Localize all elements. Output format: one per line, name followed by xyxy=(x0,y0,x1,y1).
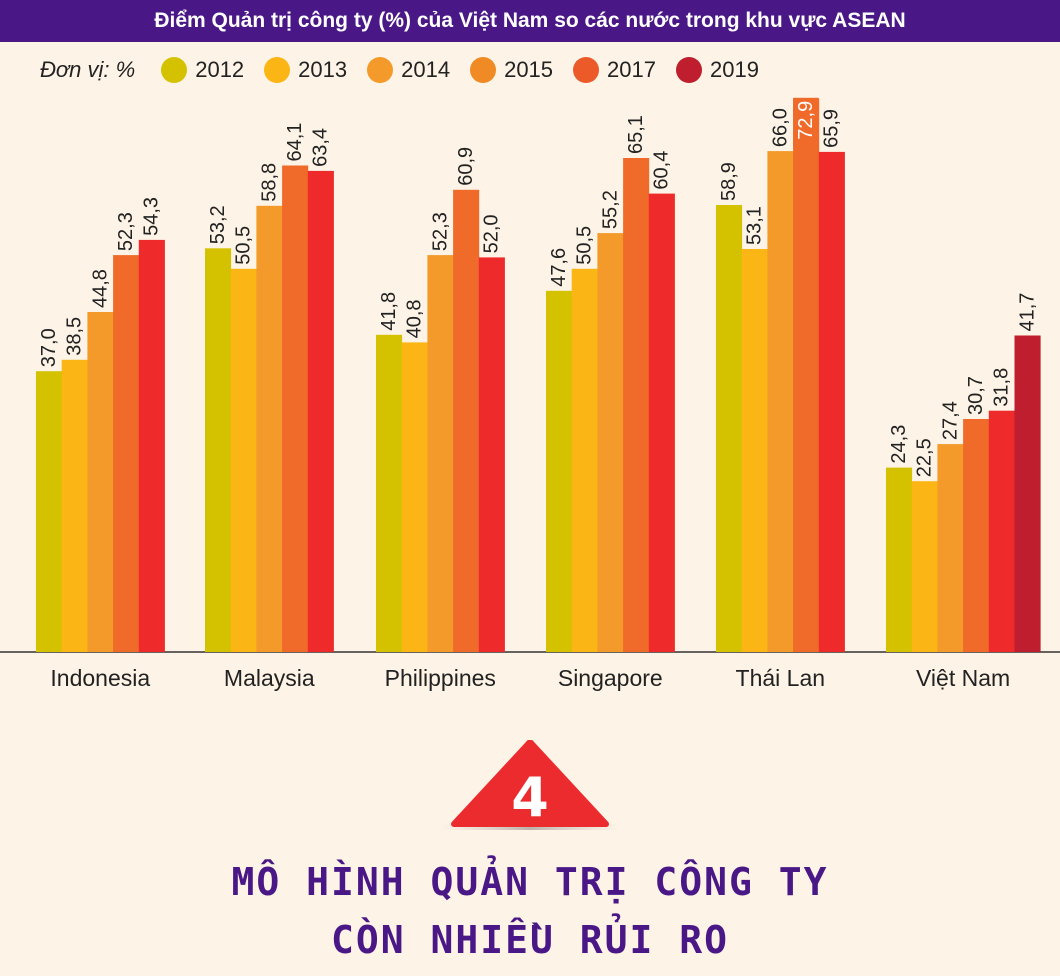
value-label-2017-4: 65,9 xyxy=(821,109,843,148)
value-label-2013-5: 22,5 xyxy=(914,438,936,477)
value-label-2012-0: 37,0 xyxy=(38,328,60,367)
legend-swatch xyxy=(161,57,188,83)
bar-2017-4 xyxy=(818,151,845,652)
legend-label: 2017 xyxy=(607,57,656,82)
unit-label: Đơn vị: % xyxy=(40,57,136,82)
bar-2013-1 xyxy=(230,268,257,652)
value-label-2017-3: 60,4 xyxy=(651,151,673,190)
bar-2017-5 xyxy=(988,410,1015,652)
bar-2015-5 xyxy=(963,419,990,652)
value-label-2017-0: 54,3 xyxy=(141,197,163,236)
bar-2015-1 xyxy=(282,165,309,652)
bar-2014-1 xyxy=(256,205,283,653)
value-label-2014-2: 52,3 xyxy=(429,212,451,251)
section-heading-line1: MÔ HÌNH QUẢN TRỊ CÔNG TY xyxy=(231,860,829,904)
bar-2012-0 xyxy=(36,371,63,652)
value-label-2014-0: 44,8 xyxy=(89,269,111,308)
legend-label: 2012 xyxy=(195,57,245,82)
legend-label: 2019 xyxy=(709,57,759,82)
legend-label: 2015 xyxy=(504,57,554,82)
bar-2012-2 xyxy=(376,334,403,652)
bar-2012-1 xyxy=(205,248,232,653)
value-label-2014-3: 55,2 xyxy=(599,190,621,229)
bar-2013-4 xyxy=(741,249,768,652)
bar-2019-5 xyxy=(1014,335,1041,652)
legend-label: 2013 xyxy=(298,57,348,82)
bar-2013-5 xyxy=(911,481,938,652)
category-label-1: Malaysia xyxy=(224,665,315,691)
value-label-2015-4: 72,9 xyxy=(795,101,817,140)
chart-title: Điểm Quản trị công ty (%) của Việt Nam s… xyxy=(154,9,906,32)
legend-item-2015: 2015 xyxy=(470,57,553,83)
value-label-2014-5: 27,4 xyxy=(939,401,961,440)
value-label-2013-2: 40,8 xyxy=(404,299,426,338)
legend-item-2013: 2013 xyxy=(264,57,347,83)
bar-2015-3 xyxy=(623,158,650,652)
bar-2014-4 xyxy=(767,151,794,652)
bar-2013-2 xyxy=(401,342,428,652)
value-label-2012-2: 41,8 xyxy=(378,292,400,331)
legend-item-2019: 2019 xyxy=(675,57,759,83)
legend-swatch xyxy=(367,57,394,83)
bar-2017-0 xyxy=(138,239,165,652)
bar-2012-5 xyxy=(886,467,913,652)
bar-2017-1 xyxy=(307,170,334,652)
bar-2012-3 xyxy=(546,290,573,652)
category-label-5: Việt Nam xyxy=(916,665,1010,691)
value-label-2019-5: 41,7 xyxy=(1016,293,1038,332)
bar-2015-0 xyxy=(113,255,140,652)
section-heading-line2: CÒN NHIỀU RỦI RO xyxy=(330,918,730,962)
legend-swatch xyxy=(675,57,702,83)
section-number: 4 xyxy=(511,766,549,829)
value-label-2013-4: 53,1 xyxy=(744,206,766,245)
bar-2017-2 xyxy=(478,257,505,652)
value-label-2012-1: 53,2 xyxy=(207,205,229,244)
category-label-4: Thái Lan xyxy=(736,665,826,691)
bar-2014-2 xyxy=(427,255,454,652)
title-bar: Điểm Quản trị công ty (%) của Việt Nam s… xyxy=(0,0,1060,42)
value-label-bg xyxy=(793,97,819,148)
legend-item-2017: 2017 xyxy=(573,57,656,83)
bar-2015-2 xyxy=(453,189,480,653)
bar-2015-4 xyxy=(793,98,820,653)
badge-triangle xyxy=(451,740,609,827)
value-label-2017-2: 52,0 xyxy=(481,214,503,253)
value-label-2013-0: 38,5 xyxy=(64,317,86,356)
value-label-2012-4: 58,9 xyxy=(718,162,740,201)
category-label-0: Indonesia xyxy=(50,665,150,691)
legend-swatch xyxy=(470,57,497,83)
bar-2017-3 xyxy=(648,193,675,652)
value-label-2015-5: 30,7 xyxy=(965,376,987,415)
bar-2014-5 xyxy=(937,444,964,652)
value-label-2013-1: 50,5 xyxy=(233,226,255,265)
category-label-3: Singapore xyxy=(558,665,663,691)
legend-item-2012: 2012 xyxy=(161,57,244,83)
legend-item-2014: 2014 xyxy=(367,57,450,83)
bar-chart: 37,0 38,544,852,3 54,3Indonesia53,250,558,… xyxy=(0,97,1060,691)
legend-swatch xyxy=(264,57,291,83)
value-label-2014-1: 58,8 xyxy=(258,163,280,202)
bar-2014-0 xyxy=(87,312,114,652)
legend-swatch xyxy=(573,57,600,83)
value-label-2014-4: 66,0 xyxy=(769,108,791,147)
value-label-2015-0: 52,3 xyxy=(115,212,137,251)
value-label-2015-1: 64,1 xyxy=(284,123,306,162)
value-label-2015-2: 60,9 xyxy=(455,147,477,186)
category-label-2: Philippines xyxy=(385,665,496,691)
section-badge: 4 xyxy=(440,740,620,830)
value-label-2015-3: 65,1 xyxy=(625,115,647,154)
bar-2012-4 xyxy=(716,205,743,652)
value-label-2013-3: 50,5 xyxy=(574,226,596,265)
bar-2013-3 xyxy=(571,268,598,652)
value-label-2012-3: 47,6 xyxy=(548,248,570,287)
legend: Đơn vị: % 2012 2013 2014 2015 2017 2019 xyxy=(40,52,779,88)
legend-label: 2014 xyxy=(401,57,451,82)
value-label-2012-5: 24,3 xyxy=(888,425,910,464)
value-label-2017-1: 63,4 xyxy=(310,128,332,167)
bar-2013-0 xyxy=(61,359,88,652)
bar-2014-3 xyxy=(597,233,624,652)
value-label-2017-5: 31,8 xyxy=(991,368,1013,407)
